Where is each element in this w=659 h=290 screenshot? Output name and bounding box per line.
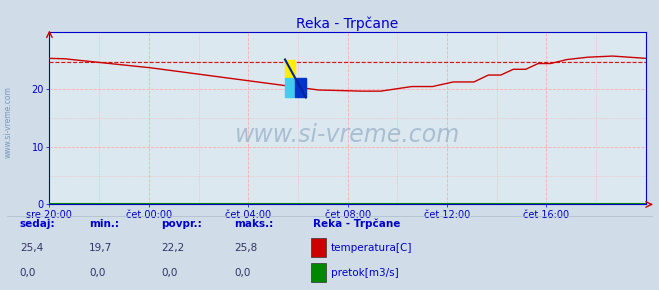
Text: Reka - Trpčane: Reka - Trpčane — [313, 219, 401, 229]
Text: sedaj:: sedaj: — [20, 219, 55, 229]
Bar — [311, 263, 326, 282]
Text: 0,0: 0,0 — [20, 268, 36, 278]
Text: temperatura[C]: temperatura[C] — [331, 243, 413, 253]
Text: povpr.:: povpr.: — [161, 219, 202, 229]
Title: Reka - Trpčane: Reka - Trpčane — [297, 16, 399, 31]
Text: 0,0: 0,0 — [234, 268, 250, 278]
Text: 25,8: 25,8 — [234, 243, 257, 253]
Text: 19,7: 19,7 — [89, 243, 112, 253]
Text: min.:: min.: — [89, 219, 119, 229]
Text: maks.:: maks.: — [234, 219, 273, 229]
Text: www.si-vreme.com: www.si-vreme.com — [235, 124, 460, 147]
Text: www.si-vreme.com: www.si-vreme.com — [3, 86, 13, 158]
Text: 0,0: 0,0 — [89, 268, 105, 278]
Text: 0,0: 0,0 — [161, 268, 178, 278]
Bar — [285, 59, 295, 79]
Bar — [311, 238, 326, 257]
Bar — [285, 79, 295, 97]
Bar — [295, 79, 306, 97]
Text: 25,4: 25,4 — [20, 243, 43, 253]
Text: 22,2: 22,2 — [161, 243, 185, 253]
Text: pretok[m3/s]: pretok[m3/s] — [331, 268, 399, 278]
